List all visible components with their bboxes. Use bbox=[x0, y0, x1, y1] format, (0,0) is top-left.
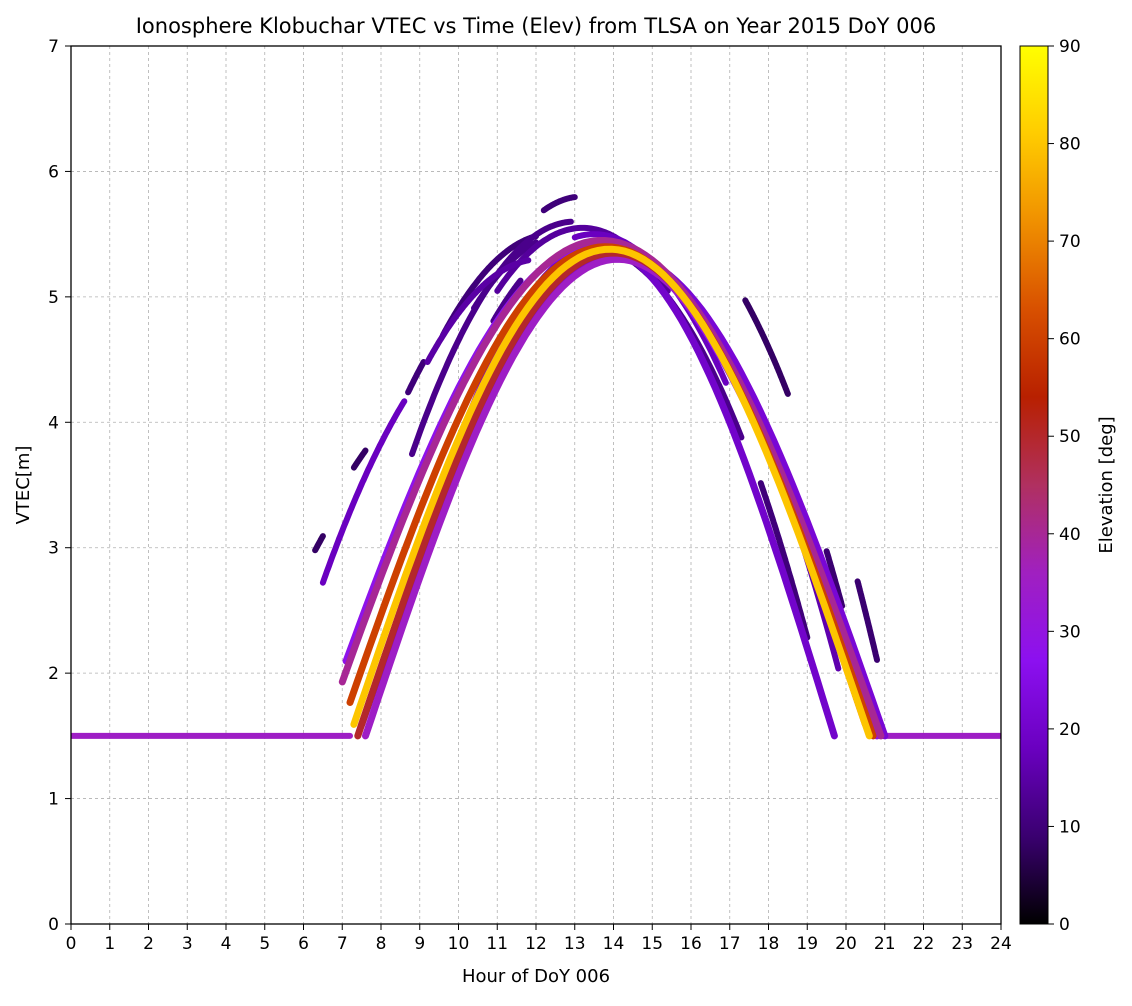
y-axis-ticks: 0 1 2 3 4 5 6 7 bbox=[48, 37, 71, 935]
x-tick-label: 1 bbox=[104, 934, 115, 954]
series-track bbox=[350, 447, 369, 471]
colorbar bbox=[1019, 45, 1049, 925]
colorbar-tick-label: 40 bbox=[1059, 525, 1081, 545]
grid-lines bbox=[70, 45, 1002, 925]
y-tick-label: 6 bbox=[48, 162, 59, 182]
series-arc bbox=[338, 237, 885, 740]
colorbar-tick-label: 70 bbox=[1059, 232, 1081, 252]
series-track bbox=[405, 359, 427, 396]
y-tick-label: 2 bbox=[48, 664, 59, 684]
series-track bbox=[742, 297, 791, 397]
colorbar-tick-label: 20 bbox=[1059, 720, 1081, 740]
x-tick-label: 5 bbox=[259, 934, 270, 954]
x-tick-label: 22 bbox=[913, 934, 935, 954]
x-axis-ticks: 0 1 2 3 4 5 6 7 8 9 10 11 12 13 14 15 16 17 18 19 20 21 22 23 24 bbox=[66, 924, 1012, 954]
x-tick-label: 16 bbox=[680, 934, 702, 954]
colorbar-tick-label: 80 bbox=[1059, 135, 1081, 155]
x-tick-label: 15 bbox=[641, 934, 663, 954]
x-tick-label: 10 bbox=[448, 934, 470, 954]
x-tick-label: 11 bbox=[486, 934, 508, 954]
x-tick-label: 12 bbox=[525, 934, 547, 954]
x-tick-label: 14 bbox=[603, 934, 625, 954]
x-tick-label: 20 bbox=[835, 934, 857, 954]
x-tick-label: 24 bbox=[990, 934, 1012, 954]
x-tick-label: 17 bbox=[719, 934, 741, 954]
colorbar-tick-label: 10 bbox=[1059, 817, 1081, 837]
x-tick-label: 13 bbox=[564, 934, 586, 954]
colorbar-tick-label: 0 bbox=[1059, 915, 1070, 935]
colorbar-tick-label: 90 bbox=[1059, 37, 1081, 57]
colorbar-tick-label: 50 bbox=[1059, 427, 1081, 447]
series-arc bbox=[350, 245, 873, 740]
colorbar-tick-label: 30 bbox=[1059, 622, 1081, 642]
x-tick-label: 3 bbox=[182, 934, 193, 954]
series-track bbox=[540, 194, 578, 214]
x-tick-label: 2 bbox=[143, 934, 154, 954]
y-tick-label: 3 bbox=[48, 539, 59, 559]
series-track bbox=[424, 257, 532, 365]
x-tick-label: 19 bbox=[796, 934, 818, 954]
series-track bbox=[312, 533, 326, 554]
x-tick-label: 23 bbox=[951, 934, 973, 954]
y-tick-label: 4 bbox=[48, 413, 59, 433]
x-tick-label: 6 bbox=[298, 934, 309, 954]
chart-title: Ionosphere Klobuchar VTEC vs Time (Elev)… bbox=[136, 14, 937, 38]
x-tick-label: 9 bbox=[414, 934, 425, 954]
y-tick-label: 1 bbox=[48, 790, 59, 810]
x-tick-label: 7 bbox=[337, 934, 348, 954]
y-tick-label: 7 bbox=[48, 37, 59, 57]
x-tick-label: 18 bbox=[758, 934, 780, 954]
series-track bbox=[854, 578, 880, 663]
y-tick-label: 0 bbox=[48, 915, 59, 935]
x-tick-label: 0 bbox=[66, 934, 77, 954]
colorbar-label: Elevation [deg] bbox=[1096, 416, 1117, 553]
y-axis-label: VTEC[m] bbox=[13, 446, 34, 525]
y-tick-label: 5 bbox=[48, 288, 59, 308]
x-tick-label: 21 bbox=[874, 934, 896, 954]
x-axis-label: Hour of DoY 006 bbox=[462, 966, 610, 987]
x-tick-label: 8 bbox=[376, 934, 387, 954]
x-tick-label: 4 bbox=[221, 934, 232, 954]
colorbar-ticks: 0 10 20 30 40 50 60 70 80 90 bbox=[1048, 37, 1081, 935]
series-track bbox=[823, 548, 846, 609]
series-track bbox=[490, 277, 524, 325]
data-series bbox=[71, 194, 1001, 740]
series-track bbox=[319, 398, 408, 586]
colorbar-tick-label: 60 bbox=[1059, 330, 1081, 350]
series-track bbox=[757, 480, 811, 641]
